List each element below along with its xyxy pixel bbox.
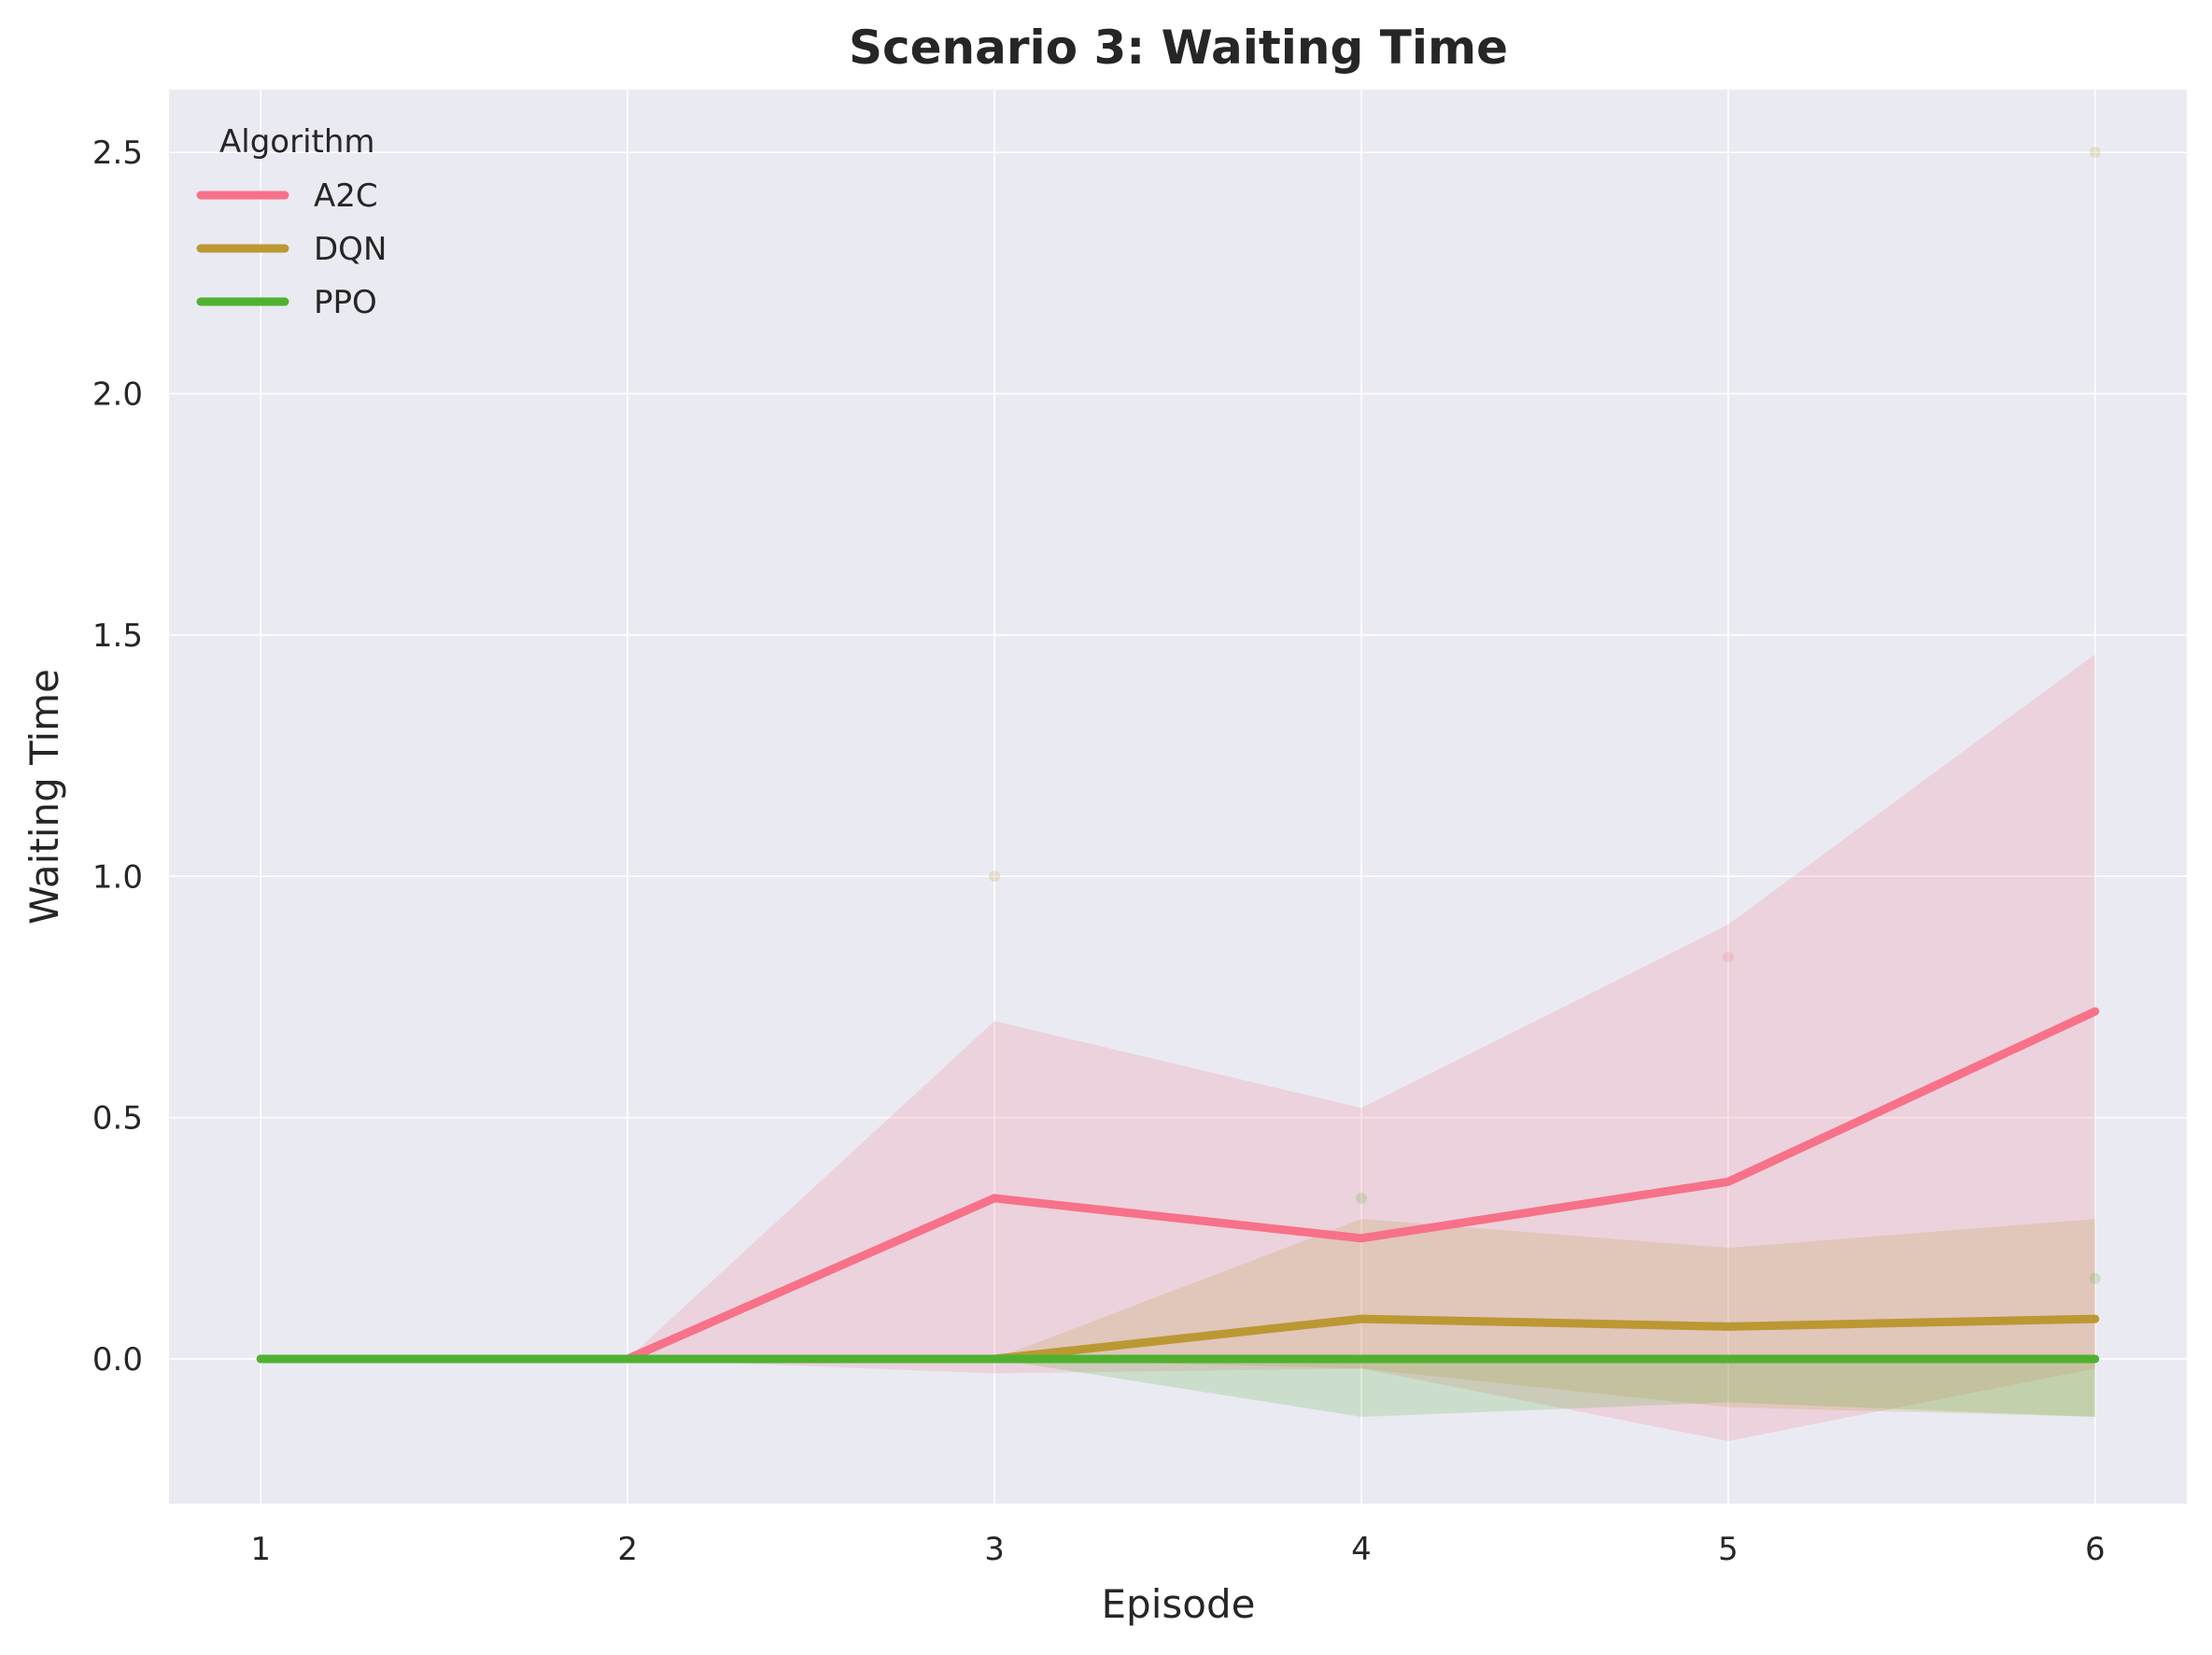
x-tick-label: 1 [250,1531,271,1568]
legend-title: Algorithm [219,123,375,161]
band-a2c [261,654,2095,1441]
y-tick-label: 2.5 [92,134,143,172]
series-lines [256,1007,2100,1364]
data-point [2089,147,2101,159]
legend-items: A2C DQN PPO [196,177,387,321]
legend-label-ppo: PPO [314,284,377,321]
data-point [2089,1272,2101,1284]
x-tick-label: 2 [617,1531,638,1568]
y-tick-label: 1.5 [92,617,143,655]
plot-area [169,90,2187,1504]
x-tick-label: 3 [984,1531,1005,1568]
data-point [1722,951,1734,963]
y-tick-label: 1.0 [92,858,143,896]
x-tick-label: 6 [2085,1531,2106,1568]
x-tick-label: 4 [1351,1531,1372,1568]
confidence-bands [261,654,2095,1441]
y-tick-labels: 0.0 0.5 1.0 1.5 2.0 2.5 [92,134,143,1379]
y-tick-label: 0.5 [92,1100,143,1138]
grid [169,90,2187,1504]
scatter-points [989,147,2101,1284]
y-tick-label: 2.0 [92,376,143,414]
data-point [989,870,1001,883]
x-tick-label: 5 [1718,1531,1739,1568]
x-axis-label: Episode [1102,1581,1256,1627]
x-tick-labels: 1 2 3 4 5 6 [250,1531,2105,1568]
legend: Algorithm A2C DQN PPO [196,123,387,321]
legend-label-dqn: DQN [314,231,387,268]
legend-label-a2c: A2C [314,177,378,215]
chart-title: Scenario 3: Waiting Time [849,21,1508,75]
y-tick-label: 0.0 [92,1341,143,1379]
y-axis-label: Waiting Time [21,669,67,925]
band-ppo [261,1358,2095,1417]
data-point [1355,1192,1367,1204]
band-dqn [261,1219,2095,1417]
